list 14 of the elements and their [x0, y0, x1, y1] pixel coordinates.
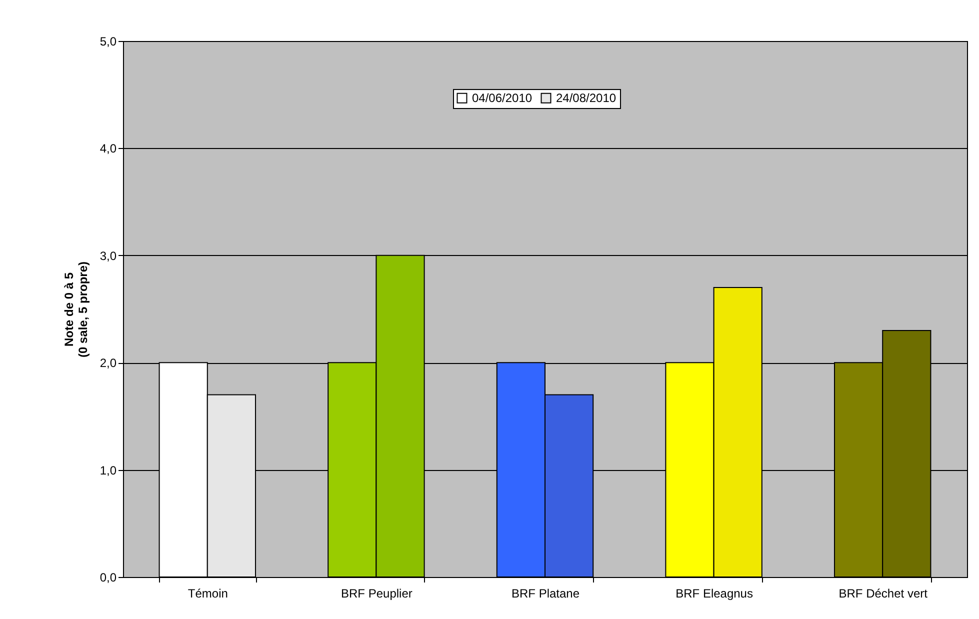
y-tick-label: 4,0 [100, 142, 117, 156]
x-tick-label: Témoin [188, 586, 228, 600]
legend-label: 24/08/2010 [556, 91, 616, 106]
y-tick-label: 1,0 [100, 463, 117, 478]
y-tick-label: 3,0 [100, 248, 117, 263]
x-tick-label: BRF Déchet vert [838, 586, 928, 600]
y-tick-label: 0,0 [100, 570, 117, 584]
legend-label: 04/06/2010 [472, 91, 532, 106]
y-tick-label: 5,0 [100, 34, 117, 48]
x-tick-label: BRF Eleagnus [676, 586, 753, 600]
x-tick-label: BRF Peuplier [341, 586, 412, 600]
y-axis-title: Note de 0 à 5 (0 sale, 5 propre) [62, 261, 90, 358]
x-tick-label: BRF Platane [511, 586, 580, 600]
y-tick-label: 2,0 [100, 356, 117, 370]
